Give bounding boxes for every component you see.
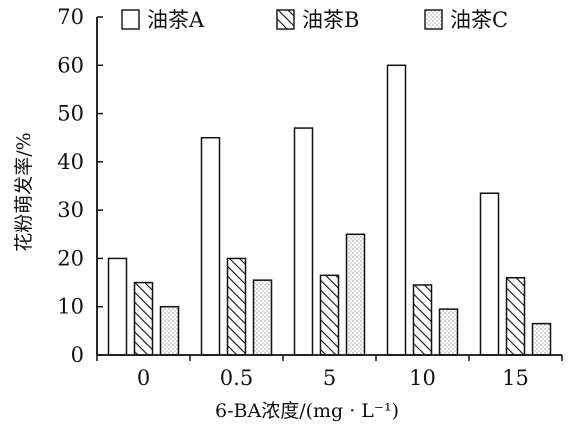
bar-油茶B-10 [412, 284, 433, 356]
bar-油茶A-0.5 [200, 136, 221, 356]
bar-油茶C-0 [159, 305, 180, 356]
legend-label: 油茶B [302, 8, 359, 32]
bar-油茶C-10 [438, 308, 459, 356]
x-axis: 0 0.5 5 10 15 [96, 354, 563, 390]
chart-legend: 油茶A 油茶B 油茶C [121, 8, 508, 32]
bar-油茶A-15 [479, 192, 500, 356]
x-tick-label: 5 [323, 366, 336, 390]
bar-油茶B-0.5 [226, 257, 247, 356]
y-tick-label: 50 [57, 102, 84, 126]
bar-油茶A-10 [386, 64, 407, 356]
bar-油茶A-5 [293, 127, 314, 356]
y-axis-title: 花粉萌发率/% [13, 132, 35, 251]
x-tick-label: 10 [409, 366, 436, 390]
y-tick-label: 20 [57, 246, 84, 270]
y-tick-label: 0 [71, 343, 84, 367]
legend-swatch [121, 9, 140, 30]
y-axis: 0 10 20 30 40 50 60 70 [57, 5, 103, 367]
bar-油茶A-0 [107, 257, 128, 356]
y-tick-label: 40 [57, 150, 84, 174]
y-tick-label: 10 [57, 295, 84, 319]
y-tick-label: 70 [57, 5, 84, 29]
x-axis-title: 6-BA浓度/(mg · L⁻¹) [215, 400, 399, 422]
bar-油茶B-0 [133, 281, 154, 356]
bars [107, 64, 552, 356]
bar-油茶B-5 [319, 274, 340, 356]
x-tick-label: 0.5 [220, 366, 253, 390]
legend-swatch [276, 9, 295, 30]
bar-油茶C-5 [345, 233, 366, 356]
x-tick-label: 0 [137, 366, 150, 390]
bar-油茶B-15 [505, 276, 526, 356]
x-tick-label: 15 [502, 366, 529, 390]
bar-油茶C-15 [531, 322, 552, 356]
bar-油茶C-0.5 [252, 279, 273, 356]
y-tick-label: 30 [57, 198, 84, 222]
legend-label: 油茶A [147, 8, 205, 32]
legend-swatch [424, 9, 443, 30]
y-tick-label: 60 [57, 53, 84, 77]
legend-label: 油茶C [450, 8, 508, 32]
